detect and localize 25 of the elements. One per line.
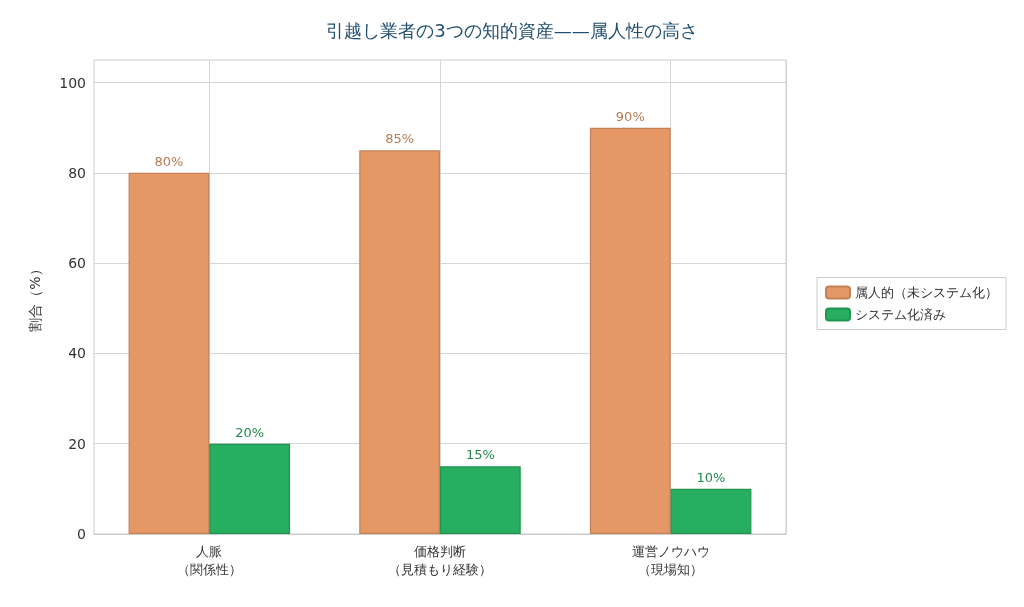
legend-label: 属人的（未システム化）: [855, 285, 998, 300]
legend-label: システム化済み: [855, 307, 946, 322]
bar: [670, 488, 752, 534]
y-tick-label: 40: [68, 345, 86, 362]
x-tick-label: 人脈（関係性）: [176, 543, 242, 577]
x-tick-label: 運営ノウハウ（現場知）: [631, 543, 710, 577]
y-tick-label: 60: [68, 255, 86, 272]
x-tick-label: 価格判断（見積もり経験）: [388, 543, 492, 577]
bar: [128, 172, 210, 534]
y-tick-label: 0: [77, 526, 86, 542]
chart-title: 引越し業者の3つの知的資産——属人性の高さ: [326, 19, 698, 41]
bar: [359, 150, 440, 534]
bar: [589, 127, 671, 534]
data-label: 90%: [615, 108, 645, 124]
bar: [209, 443, 291, 534]
y-axis-title: 割合（%）: [27, 262, 43, 332]
data-label: 15%: [465, 447, 495, 463]
data-label: 20%: [235, 424, 265, 440]
y-tick-label: 100: [59, 74, 86, 91]
data-label: 85%: [385, 131, 415, 147]
y-tick-label: 80: [68, 164, 86, 181]
data-label: 10%: [696, 469, 726, 485]
y-tick-label: 20: [68, 435, 86, 452]
data-label: 80%: [154, 153, 184, 169]
bar: [440, 466, 521, 534]
